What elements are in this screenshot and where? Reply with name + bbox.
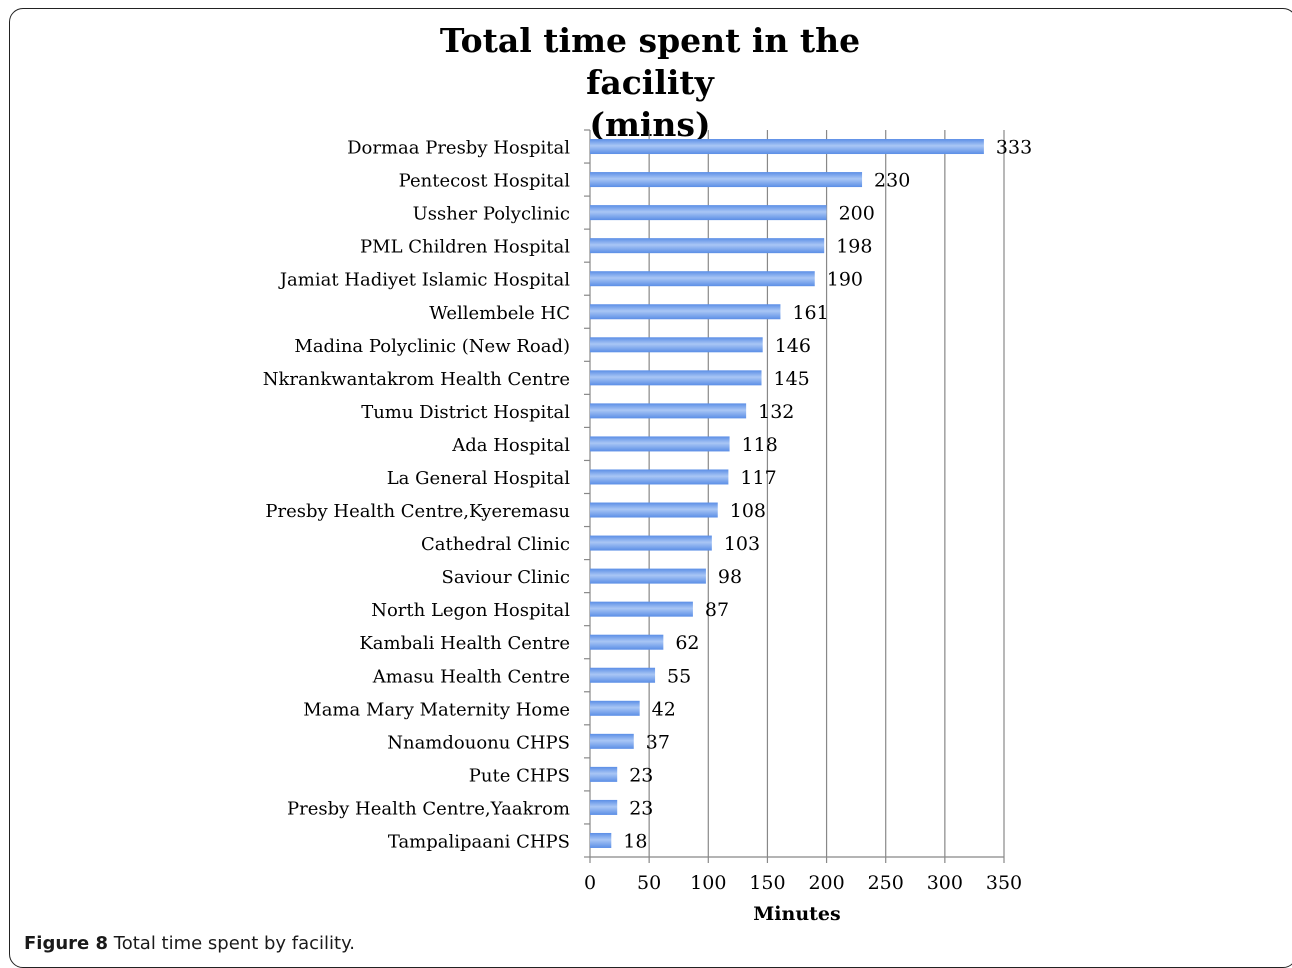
data-label: 87 (705, 599, 729, 621)
data-label: 118 (742, 434, 778, 456)
bar (590, 535, 712, 551)
category-label: PML Children Hospital (360, 237, 570, 258)
bar (590, 172, 863, 188)
bar (590, 766, 618, 782)
data-label: 117 (740, 467, 776, 489)
bar (590, 403, 747, 419)
category-label: North Legon Hospital (371, 600, 570, 621)
x-tick-label: 200 (808, 872, 844, 894)
data-label: 198 (836, 236, 872, 258)
category-label: Ussher Polyclinic (413, 204, 570, 225)
bar (590, 634, 664, 650)
data-label: 333 (996, 137, 1032, 159)
x-tick-labels: 0 50 100 150 200 250 300 350 (584, 872, 1022, 894)
data-label: 18 (623, 830, 647, 852)
x-tick-label: 50 (637, 872, 661, 894)
category-label: Wellembele HC (429, 303, 570, 324)
bar (590, 370, 762, 386)
chart-title-line-1: Total time spent in the facility (439, 21, 861, 102)
category-label: Madina Polyclinic (New Road) (294, 336, 570, 357)
category-label: Kambali Health Centre (359, 633, 570, 654)
bar (590, 238, 825, 254)
data-label: 98 (718, 566, 742, 588)
x-axis-title: Minutes (753, 903, 840, 925)
data-labels: 333 230 200 198 190 161 146 145 132 118 117 108 103 9… (623, 137, 1032, 853)
category-label: Cathedral Clinic (421, 534, 570, 555)
data-label: 200 (839, 203, 875, 225)
figure-caption-text: Total time spent by facility. (113, 933, 355, 954)
category-label: Mama Mary Maternity Home (303, 699, 570, 720)
category-label: Tumu District Hospital (361, 402, 570, 423)
category-label: Presby Health Centre,Yaakrom (287, 798, 570, 819)
data-label: 132 (758, 401, 794, 423)
data-label: 108 (730, 500, 766, 522)
category-label: Nnamdouonu CHPS (387, 732, 570, 753)
bar (590, 436, 730, 452)
bar (590, 832, 612, 848)
bar (590, 337, 763, 353)
data-label: 145 (774, 368, 810, 390)
bar (590, 733, 634, 749)
category-label: Presby Health Centre,Kyeremasu (265, 501, 570, 522)
figure-caption-label: Figure 8 (24, 933, 109, 954)
x-tick-label: 300 (927, 872, 963, 894)
bar (590, 205, 827, 221)
bar (590, 568, 706, 584)
category-label: Ada Hospital (451, 435, 570, 456)
data-label: 103 (724, 533, 760, 555)
x-tick-label: 100 (690, 872, 726, 894)
category-label: Dormaa Presby Hospital (347, 138, 570, 159)
bar (590, 271, 815, 287)
data-label: 161 (792, 302, 828, 324)
category-label: Amasu Health Centre (372, 666, 570, 687)
chart-title-line-2: (mins) (589, 105, 711, 144)
x-tick-label: 0 (584, 872, 596, 894)
bar (590, 601, 693, 617)
data-label: 55 (667, 665, 691, 687)
category-label: Pute CHPS (469, 765, 570, 786)
figure-caption: Figure 8 Total time spent by facility. (24, 933, 355, 954)
bar (590, 502, 718, 518)
bar (590, 304, 781, 320)
x-tick-label: 150 (749, 872, 785, 894)
data-label: 146 (775, 335, 811, 357)
data-label: 23 (629, 797, 653, 819)
data-label: 62 (675, 632, 699, 654)
bar (590, 139, 984, 155)
bar (590, 799, 618, 815)
x-tick-label: 350 (986, 872, 1022, 894)
category-label: Saviour Clinic (442, 567, 570, 588)
bar (590, 667, 656, 683)
x-tick-label: 250 (868, 872, 904, 894)
data-label: 37 (646, 731, 670, 753)
category-label: Pentecost Hospital (399, 171, 571, 192)
category-label: Jamiat Hadiyet Islamic Hospital (278, 270, 570, 291)
category-label: La General Hospital (387, 468, 571, 489)
category-labels: Dormaa Presby Hospital Pentecost Hospital… (263, 138, 570, 853)
data-label: 23 (629, 764, 653, 786)
chart-title: Total time spent in the facility (mins) (390, 20, 910, 146)
bar (590, 700, 640, 716)
bar (590, 469, 729, 485)
data-label: 190 (827, 269, 863, 291)
data-label: 230 (874, 170, 910, 192)
category-label: Nkrankwantakrom Health Centre (263, 369, 570, 390)
data-label: 42 (652, 698, 676, 720)
bars (590, 139, 984, 848)
category-label: Tampalipaani CHPS (388, 831, 570, 852)
